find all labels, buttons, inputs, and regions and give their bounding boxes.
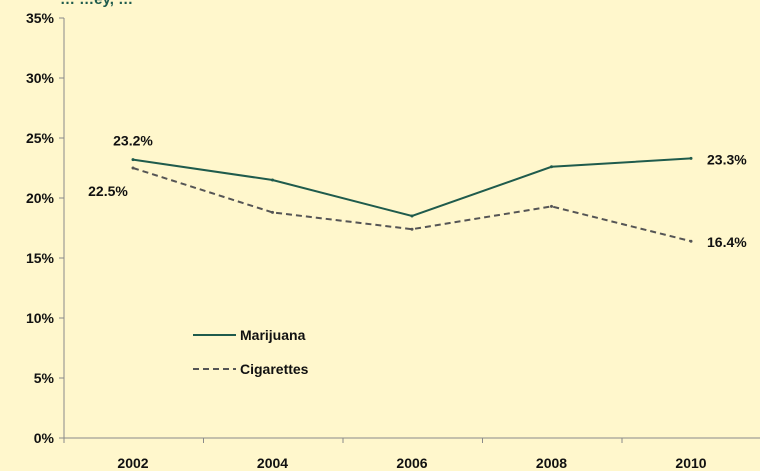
legend-label-cigarettes: Cigarettes [240,361,309,377]
data-point-cigarettes [271,210,274,214]
data-point-cigarettes [689,239,693,243]
data-label: 23.2% [113,133,153,149]
data-point-marijuana [689,156,693,160]
y-tick-label: 15% [26,250,55,266]
y-tick-label: 20% [26,190,55,206]
series-line-marijuana [132,157,692,218]
series-group [131,156,693,243]
x-tick-label: 2002 [117,455,148,471]
legend-label-marijuana: Marijuana [240,327,306,343]
data-point-marijuana [550,165,553,169]
data-point-cigarettes [131,166,135,170]
data-point-cigarettes [410,227,414,231]
data-point-marijuana [271,178,274,182]
y-tick-label: 0% [34,430,55,446]
x-tick-label: 2006 [396,455,427,471]
y-tick-label: 35% [26,10,55,26]
y-tick-label: 10% [26,310,55,326]
data-point-marijuana [410,214,414,218]
x-tick-label: 2008 [536,455,567,471]
data-labels: 23.2% 22.5% 23.3% 16.4% [88,133,747,251]
axes: 0% 5% 10% 15% 20% 25% 30% 35% 2002 2004 2006 2008 20… [26,10,760,471]
data-label: 16.4% [707,234,747,250]
y-tick-label: 5% [34,370,55,386]
data-point-cigarettes [550,204,553,208]
x-tick-label: 2004 [257,455,288,471]
legend: Marijuana Cigarettes [193,327,309,377]
data-label: 22.5% [88,183,128,199]
data-label: 23.3% [707,151,747,167]
data-point-marijuana [131,158,135,162]
y-tick-label: 25% [26,130,55,146]
chart-title: … …ey, … [60,0,133,8]
y-tick-label: 30% [26,70,55,86]
x-tick-label: 2010 [675,455,706,471]
